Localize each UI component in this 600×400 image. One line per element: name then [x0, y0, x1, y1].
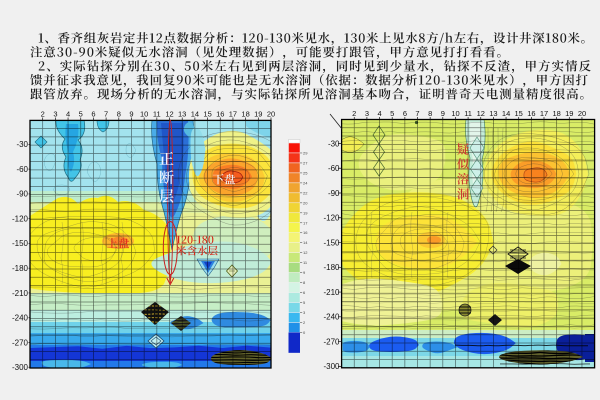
svg-text:12: 12	[477, 109, 485, 118]
svg-text:22: 22	[303, 190, 308, 195]
svg-text:4: 4	[378, 109, 382, 118]
svg-text:24: 24	[303, 180, 308, 185]
svg-text:18: 18	[241, 110, 249, 119]
svg-text:3: 3	[365, 109, 369, 118]
svg-text:-300: -300	[12, 363, 29, 372]
svg-text:7: 7	[415, 109, 419, 118]
svg-text:3: 3	[303, 310, 306, 315]
svg-text:5: 5	[390, 109, 394, 118]
svg-text:12: 12	[165, 110, 173, 119]
svg-text:-210: -210	[12, 289, 29, 298]
svg-text:9: 9	[441, 109, 445, 118]
svg-text:18: 18	[553, 109, 561, 118]
svg-text:5: 5	[79, 110, 83, 119]
svg-text:20: 20	[267, 110, 275, 119]
svg-text:-210: -210	[323, 288, 340, 297]
svg-text:-90: -90	[328, 189, 340, 198]
svg-text:15: 15	[515, 109, 523, 118]
svg-text:-30: -30	[16, 140, 28, 149]
svg-text:6: 6	[403, 109, 407, 118]
svg-text:-150: -150	[12, 239, 29, 248]
svg-text:11: 11	[464, 109, 472, 118]
svg-text:17: 17	[540, 109, 548, 118]
svg-text:13: 13	[178, 110, 186, 119]
svg-text:29: 29	[303, 151, 308, 156]
svg-text:-30: -30	[328, 139, 340, 148]
svg-text:20: 20	[303, 200, 308, 205]
svg-text:5: 5	[303, 300, 306, 305]
svg-text:-120: -120	[12, 215, 29, 224]
svg-text:2: 2	[303, 320, 306, 325]
svg-text:-60: -60	[16, 165, 28, 174]
svg-text:-60: -60	[328, 164, 340, 173]
svg-text:16: 16	[527, 109, 535, 118]
svg-text:7: 7	[104, 110, 108, 119]
svg-text:2: 2	[352, 109, 356, 118]
svg-text:-90: -90	[16, 190, 28, 199]
svg-text:-150: -150	[323, 238, 340, 247]
svg-text:8: 8	[303, 280, 306, 285]
svg-text:-180: -180	[323, 263, 340, 272]
svg-text:0: 0	[303, 330, 306, 335]
svg-text:12: 12	[303, 250, 308, 255]
svg-text:14: 14	[191, 110, 199, 119]
svg-text:2: 2	[41, 110, 45, 119]
svg-text:-120: -120	[323, 214, 340, 223]
svg-text:-180: -180	[12, 264, 29, 273]
svg-text:15: 15	[203, 110, 211, 119]
svg-text:16: 16	[303, 230, 308, 235]
svg-text:17: 17	[229, 110, 237, 119]
svg-text:-300: -300	[323, 362, 340, 371]
svg-text:3: 3	[53, 110, 57, 119]
svg-text:27: 27	[303, 160, 308, 165]
svg-text:11: 11	[153, 110, 161, 119]
svg-text:19: 19	[303, 210, 308, 215]
svg-text:17: 17	[303, 220, 308, 225]
svg-text:16: 16	[216, 110, 224, 119]
svg-text:14: 14	[502, 109, 510, 118]
svg-text:10: 10	[140, 110, 148, 119]
svg-text:13: 13	[489, 109, 497, 118]
svg-text:6: 6	[91, 110, 95, 119]
svg-text:9: 9	[303, 270, 306, 275]
svg-text:19: 19	[254, 110, 262, 119]
svg-text:8: 8	[428, 109, 432, 118]
svg-text:25: 25	[303, 170, 308, 175]
svg-text:9: 9	[129, 110, 133, 119]
svg-text:-240: -240	[323, 313, 340, 322]
svg-text:10: 10	[451, 109, 459, 118]
svg-text:-240: -240	[12, 314, 29, 323]
svg-text:6: 6	[303, 290, 306, 295]
svg-text:4: 4	[66, 110, 70, 119]
svg-text:11: 11	[303, 260, 308, 265]
svg-text:-270: -270	[12, 338, 29, 347]
svg-text:19: 19	[565, 109, 573, 118]
svg-text:20: 20	[578, 109, 586, 118]
svg-text:8: 8	[117, 110, 121, 119]
svg-text:-270: -270	[323, 337, 340, 346]
svg-text:14: 14	[303, 240, 308, 245]
